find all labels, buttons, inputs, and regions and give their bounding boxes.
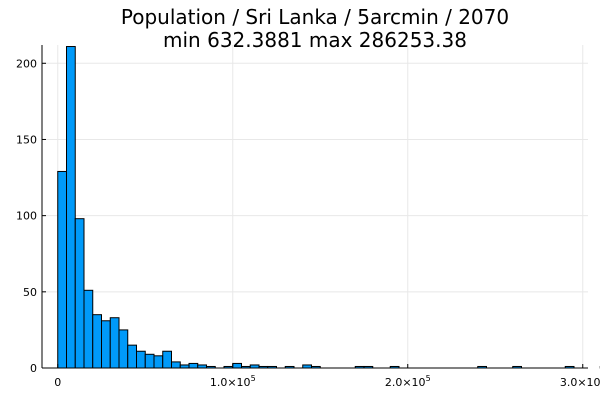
histogram-bar	[83, 289, 94, 369]
y-tick-label: 200	[16, 57, 37, 70]
histogram-bar	[109, 317, 120, 369]
histogram-bar	[101, 320, 111, 369]
tick-labels: 0 50 100 150 200 0 1.0×105 2.0×105 3.0×105	[16, 57, 600, 389]
y-tick-label: 0	[30, 362, 37, 375]
histogram-bar	[66, 46, 76, 369]
x-tick-exponent: 5	[251, 374, 256, 383]
histogram-bar	[57, 170, 67, 369]
histogram-bar	[171, 361, 181, 369]
axes	[41, 45, 588, 369]
x-tick-label: 3.0×105	[560, 374, 600, 389]
histogram-bar	[153, 355, 164, 369]
bars	[57, 46, 600, 369]
histogram-bar	[136, 350, 146, 369]
x-tick-label: 0	[54, 376, 61, 389]
histogram-bar	[144, 353, 155, 369]
x-tick-exponent: 5	[426, 374, 431, 383]
x-tick-label: 2.0×105	[385, 374, 431, 389]
histogram-bar	[118, 329, 129, 369]
histogram-bar	[162, 350, 172, 369]
y-tick-label: 100	[16, 210, 37, 223]
histogram-bar	[188, 362, 199, 369]
y-tick-label: 50	[23, 286, 37, 299]
histogram-bar	[232, 362, 242, 369]
histogram-bar	[92, 314, 102, 369]
chart-title-line2: min 632.3881 max 286253.38	[163, 28, 467, 52]
x-tick-label: 1.0×105	[210, 374, 256, 389]
grid-lines	[42, 45, 588, 369]
histogram-bar	[74, 218, 85, 369]
y-tick-label: 150	[16, 133, 37, 146]
chart-title-line1: Population / Sri Lanka / 5arcmin / 2070	[121, 5, 509, 29]
histogram-bar	[127, 344, 137, 369]
